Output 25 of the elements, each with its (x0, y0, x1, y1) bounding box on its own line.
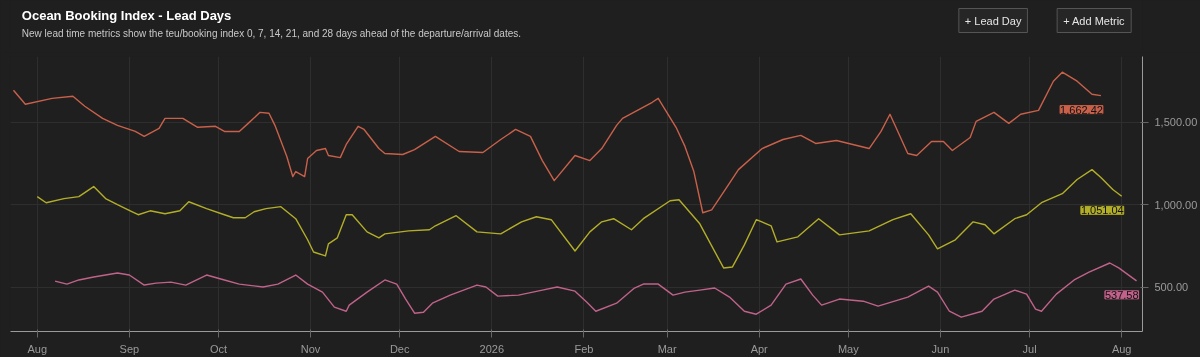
data-label: 1,662.42 (1060, 103, 1103, 116)
x-tick-label: 2026 (479, 342, 505, 355)
x-tick-label: May (837, 342, 860, 355)
text: + Lead Day (964, 14, 1022, 27)
chart-subtitle: New lead time metrics show the teu/booking index 0, 7, 14, 21, and 28 days ahead of the departure/arrival dates. (21, 27, 522, 39)
x-tick-label: Nov (300, 342, 321, 355)
x-tick-label: Jul (1022, 342, 1037, 355)
data-label: 537.58 (1104, 288, 1139, 301)
x-tick-label: Aug (1111, 342, 1132, 355)
line-series (36, 168, 1123, 269)
y-tick-label: 500.00 (1154, 281, 1189, 294)
x-tick-label: Oct (209, 342, 228, 355)
x-tick-label: Mar (657, 342, 677, 355)
chart-title: Ocean Booking Index - Lead Days (21, 7, 232, 23)
data-label: 1,051.04 (1080, 204, 1124, 217)
y-tick-label: 1,500.00 (1154, 116, 1198, 129)
x-tick-label: Apr (750, 342, 769, 355)
x-tick-label: Jun (931, 342, 950, 355)
x-tick-label: Dec (389, 342, 410, 355)
text: + Add Metric (1063, 14, 1126, 27)
y-tick-label: 1,000.00 (1154, 198, 1198, 211)
x-tick-label: Sep (119, 342, 140, 355)
line-series (54, 262, 1138, 318)
x-tick-label: Feb (574, 342, 594, 355)
x-tick-label: Aug (27, 342, 48, 355)
